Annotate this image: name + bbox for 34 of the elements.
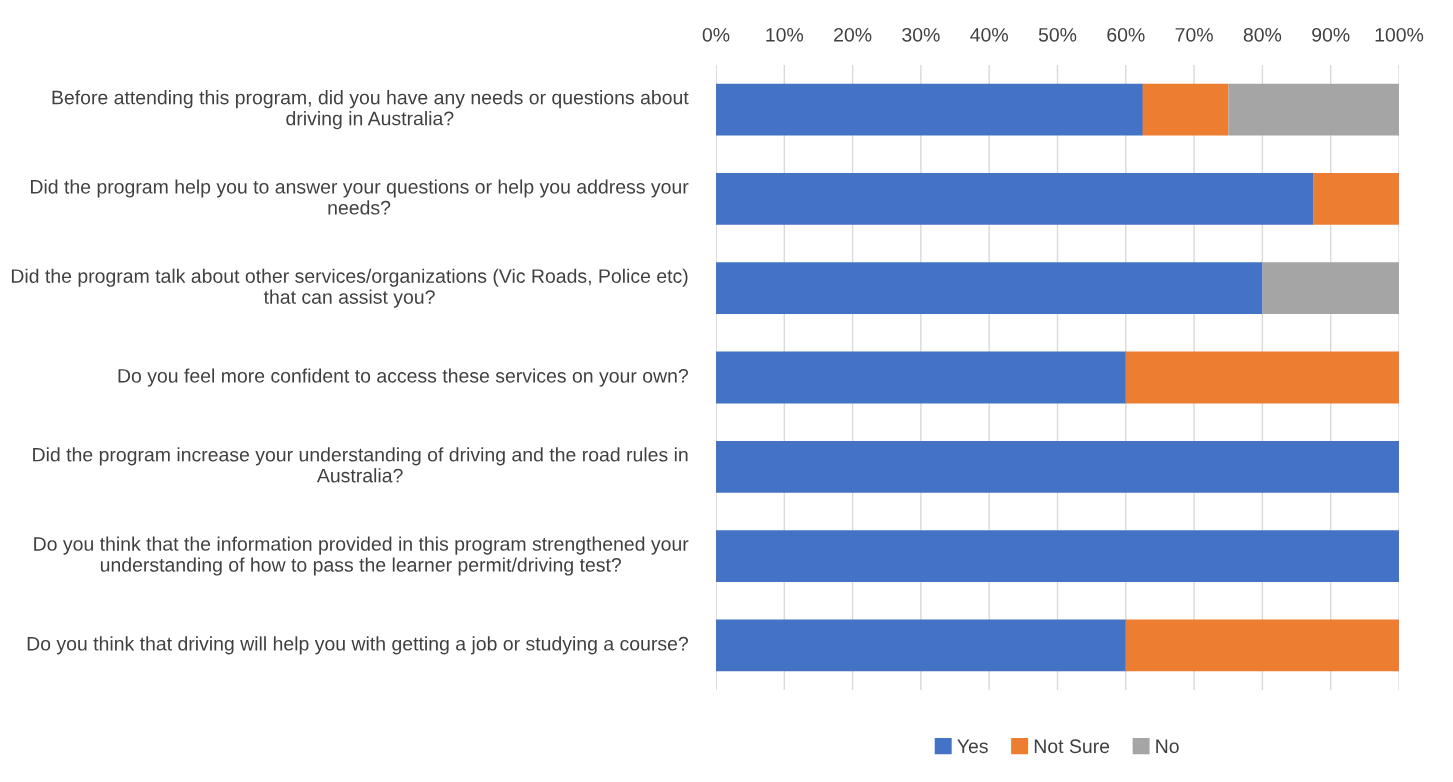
- bar: [716, 351, 1126, 404]
- x-tick-label: 100%: [1375, 27, 1424, 42]
- x-tick-label: 50%: [1038, 27, 1077, 42]
- y-tick-label: Do you feel more confident to access these services on your own?: [118, 368, 688, 387]
- x-tick-label: 20%: [834, 27, 872, 42]
- x-tick-label: 40%: [970, 27, 1008, 42]
- legend-label: Not Sure: [1034, 739, 1110, 754]
- x-tick-label: 80%: [1243, 27, 1282, 42]
- bar: [1228, 83, 1399, 136]
- x-tick-label: 0%: [702, 27, 730, 42]
- x-tick-label: 60%: [1107, 27, 1145, 42]
- x-tick-label: 90%: [1312, 27, 1350, 42]
- bar: [1262, 262, 1399, 315]
- x-tick-label: 10%: [766, 27, 804, 42]
- bar: [1125, 351, 1399, 404]
- y-tick-label: Did the program help you to answer your questions or help you address your needs?: [31, 179, 689, 215]
- bar: [716, 83, 1143, 136]
- bar: [716, 173, 1314, 225]
- bar: [1125, 619, 1399, 672]
- x-tick-label: 70%: [1175, 27, 1213, 42]
- bar: [716, 530, 1399, 582]
- bar: [1313, 173, 1399, 225]
- bar: [716, 262, 1263, 315]
- x-tick-label: 30%: [902, 27, 940, 42]
- bar: [716, 440, 1399, 493]
- legend-label: Yes: [957, 739, 988, 754]
- bar: [1142, 83, 1229, 136]
- bar: [716, 619, 1126, 672]
- y-tick-label: Do you think that driving will help you with getting a job or studying a course?: [27, 636, 688, 655]
- y-tick-label: Did the program talk about other services/organizations (Vic Roads, Police etc) that can assist you?: [11, 268, 688, 308]
- legend-label: No: [1156, 739, 1179, 754]
- y-tick-label: Did the program increase your understanding of driving and the road rules in Australia?: [33, 447, 688, 483]
- y-tick-label: Before attending this program, did you have any needs or questions about driving in Australia?: [52, 90, 689, 130]
- y-tick-label: Do you think that the information provided in this program strengthened your understanding of how to pass the learner permit/driving test?: [34, 536, 689, 576]
